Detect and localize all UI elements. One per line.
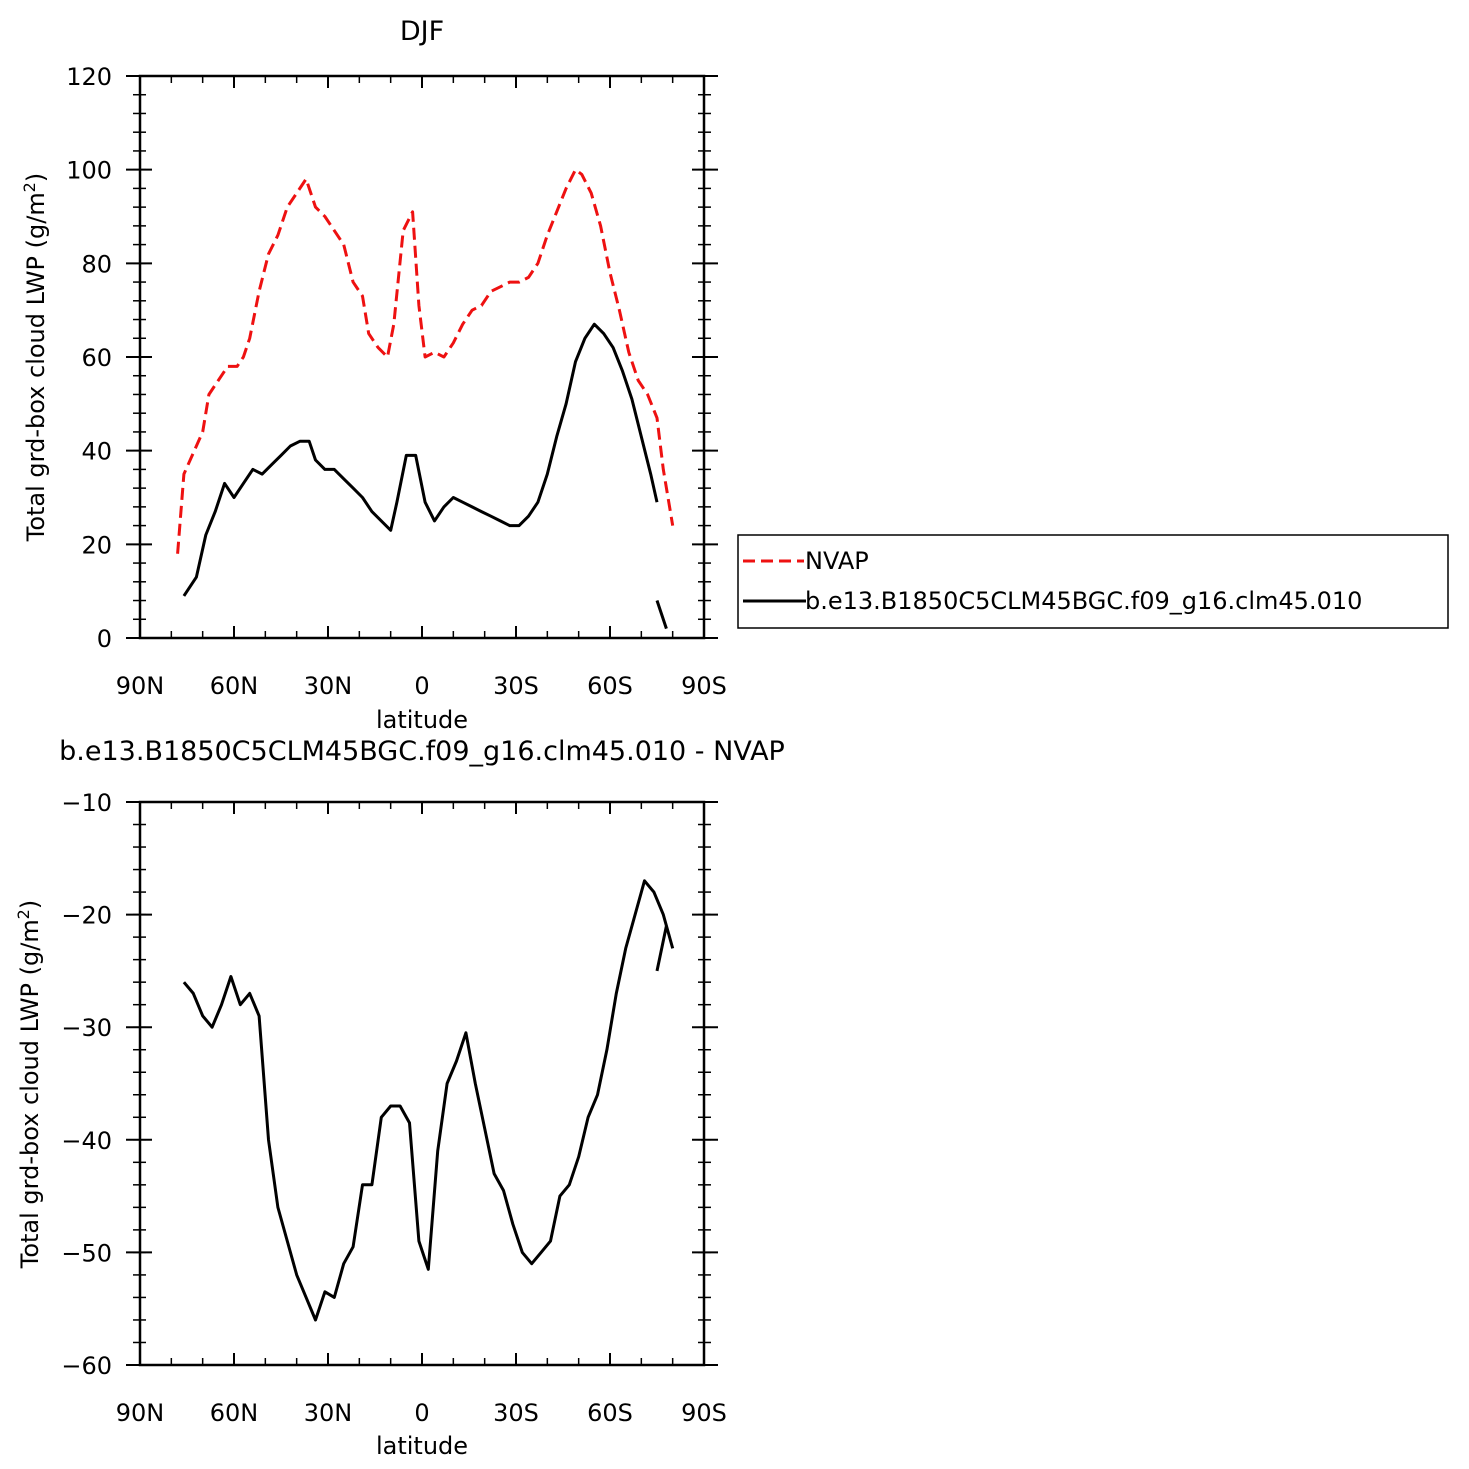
x-tick-label: 0 bbox=[414, 1399, 429, 1427]
x-tick-labels: 90N 60N 30N 0 30S 60S 90S bbox=[116, 672, 727, 700]
y-axis-label: Total grd-box cloud LWP (g/m2) bbox=[14, 900, 44, 1270]
y-tick-labels: −60 −50 −40 −30 −20 −10 bbox=[61, 789, 112, 1380]
x-tick-label: 30N bbox=[304, 1399, 353, 1427]
x-tick-labels: 90N 60N 30N 0 30S 60S 90S bbox=[116, 1399, 727, 1427]
x-tick-label: 90S bbox=[681, 672, 727, 700]
plot-frame bbox=[138, 74, 706, 640]
y-tick-label: −50 bbox=[61, 1239, 112, 1267]
y-tick-label: 0 bbox=[97, 625, 112, 653]
chart-title: DJF bbox=[400, 16, 444, 47]
y-tick-labels: 0 20 40 60 80 100 120 bbox=[66, 63, 112, 653]
panel-mean-lwp: DJF 90N 60N 30N 0 30S 60S 90S 020406080100120 … bbox=[20, 16, 727, 734]
x-tick-label: 60S bbox=[587, 1399, 633, 1427]
x-tick-label: 90S bbox=[681, 1399, 727, 1427]
series-line-0 bbox=[655, 925, 668, 972]
series-lines bbox=[182, 879, 675, 1322]
series-line-0 bbox=[182, 879, 675, 1322]
x-tick-label: 30S bbox=[493, 672, 539, 700]
series-line-0 bbox=[176, 168, 675, 554]
axis-ticks bbox=[126, 801, 718, 1366]
legend-label-model: b.e13.B1850C5CLM45BGC.f09_g16.clm45.010 bbox=[805, 587, 1362, 615]
axis-ticks bbox=[126, 75, 718, 639]
legend-box bbox=[737, 534, 1449, 629]
x-axis-label: latitude bbox=[376, 706, 468, 734]
y-tick-label: 40 bbox=[81, 438, 112, 466]
y-tick-label: −60 bbox=[61, 1352, 112, 1380]
x-tick-label: 30S bbox=[493, 1399, 539, 1427]
x-tick-label: 90N bbox=[116, 1399, 165, 1427]
y-tick-label: 100 bbox=[66, 157, 112, 185]
legend: NVAP b.e13.B1850C5CLM45BGC.f09_g16.clm45… bbox=[737, 534, 1449, 629]
y-tick-label: 80 bbox=[81, 250, 112, 278]
x-tick-label: 30N bbox=[304, 672, 353, 700]
x-tick-label: 60N bbox=[210, 1399, 259, 1427]
x-tick-label: 90N bbox=[116, 672, 165, 700]
chart-title: b.e13.B1850C5CLM45BGC.f09_g16.clm45.010 … bbox=[59, 736, 785, 767]
y-tick-label: −30 bbox=[61, 1014, 112, 1042]
x-tick-label: 60N bbox=[210, 672, 259, 700]
series-line-1 bbox=[182, 322, 659, 597]
y-tick-label: −10 bbox=[61, 789, 112, 817]
plot-frame bbox=[138, 800, 706, 1367]
x-tick-label: 60S bbox=[587, 672, 633, 700]
y-tick-label: 20 bbox=[81, 531, 112, 559]
y-tick-label: −20 bbox=[61, 902, 112, 930]
x-tick-label: 0 bbox=[414, 672, 429, 700]
y-axis-label: Total grd-box cloud LWP (g/m2) bbox=[20, 173, 50, 543]
x-axis-label: latitude bbox=[376, 1432, 468, 1460]
panel-difference: b.e13.B1850C5CLM45BGC.f09_g16.clm45.010 … bbox=[14, 736, 785, 1460]
series-line-1 bbox=[655, 600, 668, 630]
legend-label-nvap: NVAP bbox=[805, 547, 869, 575]
y-tick-label: −40 bbox=[61, 1127, 112, 1155]
y-tick-label: 60 bbox=[81, 344, 112, 372]
y-tick-label: 120 bbox=[66, 63, 112, 91]
series-lines bbox=[176, 168, 675, 630]
